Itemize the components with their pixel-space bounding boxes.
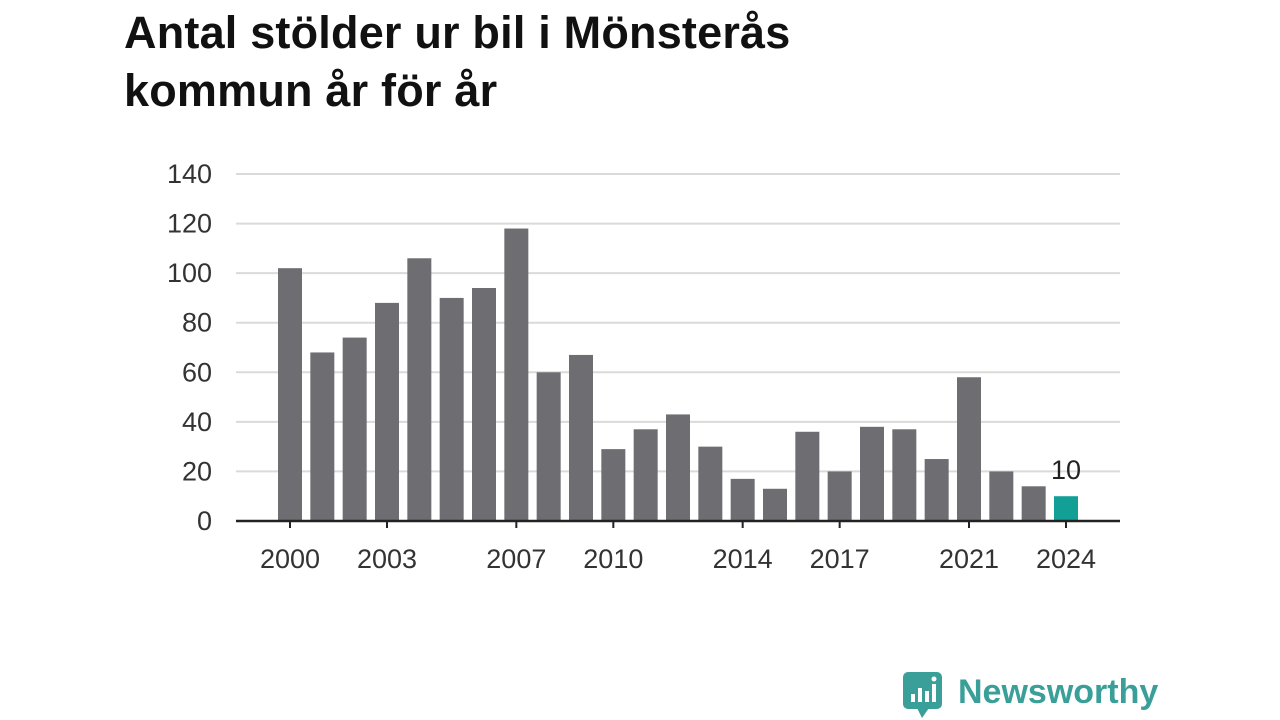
bar-2002 (342, 337, 367, 521)
bar-2009 (569, 354, 593, 521)
bar-2004 (407, 258, 432, 521)
bar-2021 (957, 377, 981, 521)
bars (278, 228, 1078, 521)
bar-2006 (472, 288, 496, 521)
chart-title: Antal stölder ur bil i Mönsterås kommun … (124, 7, 791, 116)
y-tick-label: 20 (182, 456, 212, 486)
bar-2023 (1021, 486, 1046, 521)
y-tick-label: 80 (182, 308, 212, 338)
bar-2012 (666, 414, 690, 521)
bar-2000 (278, 268, 302, 521)
x-tick-label: 2010 (583, 544, 643, 574)
tick-labels: 0 20 40 60 80 100 120 140 2000 2003 2007 2010 2014 20… (167, 159, 1096, 574)
axes (236, 519, 1120, 528)
x-tick-label: 2003 (357, 544, 417, 574)
bar-2005 (439, 297, 464, 521)
y-tick-label: 60 (182, 357, 212, 387)
x-tick-label: 2014 (713, 544, 773, 574)
y-tick-label: 100 (167, 258, 212, 288)
y-tick-label: 40 (182, 407, 212, 437)
data-label: 10 (1051, 455, 1081, 485)
bar-2013 (698, 446, 723, 521)
x-tick-label: 2000 (260, 544, 320, 574)
bar-2007 (504, 228, 529, 521)
y-tick-label: 120 (167, 209, 212, 239)
x-tick-label: 2017 (810, 544, 870, 574)
bar-2010 (601, 449, 626, 521)
x-tick-label: 2007 (486, 544, 546, 574)
brand-logo: Newsworthy (902, 670, 1162, 720)
bar-2018 (860, 426, 884, 521)
bar-2015 (763, 488, 787, 521)
y-tick-label: 140 (167, 159, 212, 189)
bar-2019 (892, 429, 917, 521)
bar-2001 (310, 352, 335, 521)
bar-2016 (795, 431, 820, 521)
bar-2003 (375, 302, 399, 521)
bar-2020 (924, 459, 949, 521)
bar-2017 (827, 471, 852, 521)
data-labels: 10 (1051, 455, 1081, 485)
bar-2024 (1054, 496, 1078, 521)
brand-name: Newsworthy (958, 673, 1159, 711)
y-tick-label: 0 (197, 506, 212, 536)
x-tick-label: 2024 (1036, 544, 1096, 574)
x-tick-label: 2021 (939, 544, 999, 574)
bar-2011 (633, 429, 658, 521)
newsworthy-logo-icon (903, 672, 942, 718)
bar-2022 (989, 471, 1014, 521)
bar-2008 (536, 372, 561, 521)
bar-2014 (730, 478, 755, 521)
